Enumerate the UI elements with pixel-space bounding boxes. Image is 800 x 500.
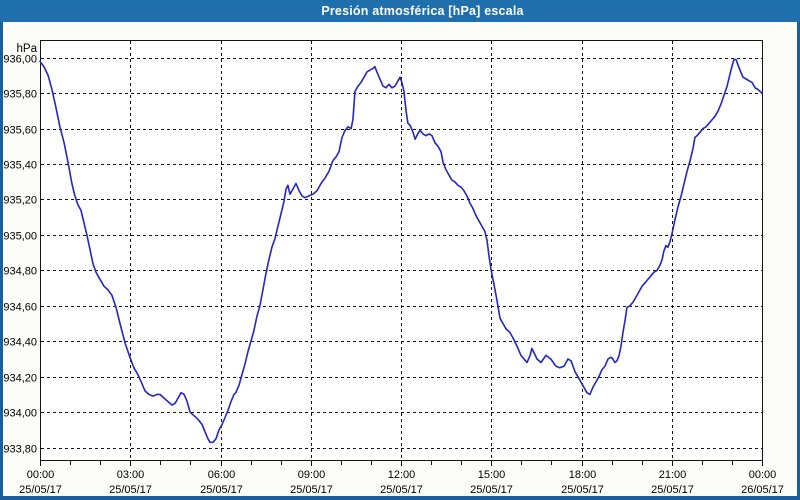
x-tick-time-label: 00:00 (27, 469, 55, 481)
window-titlebar[interactable]: Presión atmosférica [hPa] escala (0, 0, 800, 22)
x-tick-date-label: 25/05/17 (109, 484, 152, 496)
pressure-line (39, 58, 763, 444)
x-tick-date-label: 25/05/17 (651, 484, 694, 496)
x-tick-date-label: 25/05/17 (19, 484, 62, 496)
y-tick-label: 934,40 (3, 337, 37, 349)
y-tick-label: 934,60 (3, 302, 37, 314)
x-tick-date-label: 25/05/17 (380, 484, 423, 496)
y-tick-label: 936,00 (3, 54, 37, 66)
x-tick-time-label: 00:00 (749, 469, 777, 481)
window-title: Presión atmosférica [hPa] escala (321, 4, 524, 18)
x-tick-time-label: 09:00 (298, 469, 326, 481)
x-tick-time-label: 15:00 (478, 469, 506, 481)
y-tick-label: 934,00 (3, 408, 37, 420)
x-tick-date-label: 25/05/17 (561, 484, 604, 496)
x-tick-date-label: 25/05/17 (200, 484, 243, 496)
y-axis-unit-label: hPa (17, 43, 38, 55)
x-tick-time-label: 18:00 (569, 469, 597, 481)
y-tick-label: 935,00 (3, 231, 37, 243)
y-tick-label: 934,20 (3, 373, 37, 385)
x-tick-time-label: 12:00 (388, 469, 416, 481)
x-tick-date-label: 26/05/17 (741, 484, 784, 496)
y-tick-label: 934,80 (3, 266, 37, 278)
y-tick-label: 935,40 (3, 160, 37, 172)
x-tick-date-label: 25/05/17 (290, 484, 333, 496)
y-tick-label: 935,20 (3, 195, 37, 207)
x-tick-date-label: 25/05/17 (470, 484, 513, 496)
y-tick-label: 935,60 (3, 125, 37, 137)
x-tick-time-label: 06:00 (208, 469, 236, 481)
y-tick-label: 933,80 (3, 444, 37, 456)
x-tick-time-label: 21:00 (659, 469, 687, 481)
y-tick-label: 935,80 (3, 89, 37, 101)
x-tick-time-label: 03:00 (117, 469, 145, 481)
